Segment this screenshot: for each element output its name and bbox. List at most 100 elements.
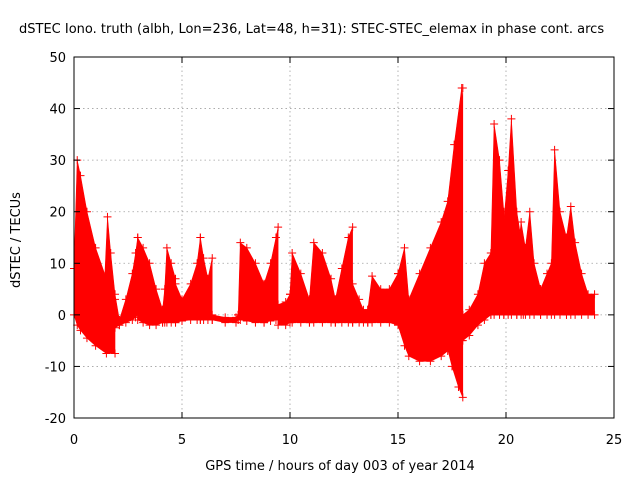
data-point xyxy=(242,243,251,252)
data-point xyxy=(465,305,474,314)
data-point xyxy=(400,243,409,252)
data-point xyxy=(236,316,245,325)
data-point xyxy=(363,305,372,314)
data-point xyxy=(525,207,534,216)
data-point xyxy=(376,318,385,327)
data-point xyxy=(305,295,314,304)
data-point xyxy=(556,207,564,216)
data-point xyxy=(251,318,260,327)
data-point xyxy=(385,318,394,327)
data-point xyxy=(82,334,91,343)
data-point xyxy=(448,362,456,371)
data-point xyxy=(76,171,85,180)
data-point xyxy=(415,269,424,278)
data-point xyxy=(318,318,327,327)
data-point xyxy=(309,238,318,247)
data-point xyxy=(91,341,100,350)
data-point xyxy=(145,259,154,268)
data-point xyxy=(288,318,297,327)
data-point xyxy=(296,318,305,327)
data-point xyxy=(236,238,245,247)
data-point xyxy=(152,321,161,330)
dstec-arc xyxy=(103,216,120,331)
data-point xyxy=(394,269,402,278)
data-point xyxy=(251,259,260,268)
data-point xyxy=(266,259,275,268)
data-point xyxy=(355,295,364,304)
dstec-arc xyxy=(490,123,505,316)
data-point xyxy=(274,223,283,232)
data-point xyxy=(111,349,120,358)
chart-title: dSTEC Iono. truth (albh, Lon=236, Lat=48… xyxy=(19,22,604,37)
data-point xyxy=(404,295,413,304)
data-point xyxy=(162,243,171,252)
data-point xyxy=(512,207,521,216)
dstec-arc xyxy=(137,237,163,326)
data-point xyxy=(415,357,424,366)
data-point xyxy=(368,318,377,327)
data-point xyxy=(458,393,467,402)
data-point xyxy=(424,321,433,330)
data-point xyxy=(82,207,91,216)
y-tick-label: 0 xyxy=(58,309,66,324)
data-point xyxy=(426,243,435,252)
data-point xyxy=(133,233,142,242)
data-point xyxy=(473,290,482,299)
data-point xyxy=(454,383,463,392)
data-point xyxy=(495,156,504,165)
data-point xyxy=(133,316,142,325)
data-point xyxy=(571,238,580,247)
data-point xyxy=(128,269,137,278)
data-point xyxy=(203,274,212,283)
data-point xyxy=(454,156,463,165)
data-point xyxy=(260,279,269,288)
x-axis-label: GPS time / hours of day 003 of year 2014 xyxy=(205,459,475,474)
axes: 0 5 10 15 20 25 -20 -10 0 10 20 30 40 50 xyxy=(45,51,623,448)
data-point xyxy=(499,218,508,227)
data-point xyxy=(152,285,161,294)
data-point xyxy=(404,352,413,361)
data-point xyxy=(530,259,539,268)
data-point xyxy=(517,218,526,227)
data-point xyxy=(473,321,482,330)
data-point xyxy=(424,285,433,294)
data-point xyxy=(91,243,100,252)
data-point xyxy=(167,259,176,268)
data-point xyxy=(286,290,294,299)
data-point xyxy=(171,279,180,288)
x-tick-label: 0 xyxy=(70,433,78,448)
data-point xyxy=(550,145,559,154)
data-point xyxy=(437,218,446,227)
data-point xyxy=(208,254,217,263)
dstec-arc xyxy=(237,242,265,323)
data-point xyxy=(536,285,545,294)
data-point xyxy=(260,318,269,327)
data-point xyxy=(437,352,446,361)
x-tick-label: 20 xyxy=(498,433,515,448)
data-point xyxy=(111,290,120,299)
data-point xyxy=(507,114,516,123)
data-point xyxy=(196,233,205,242)
data-point xyxy=(288,248,297,257)
data-point xyxy=(199,254,208,263)
data-point xyxy=(327,274,336,283)
data-point xyxy=(106,326,115,335)
dstec-arc xyxy=(352,283,369,323)
dstec-arc xyxy=(119,237,138,326)
dstec-arc xyxy=(263,226,279,323)
y-tick-label: -20 xyxy=(45,412,66,427)
data-point xyxy=(376,285,385,294)
data-point xyxy=(512,259,521,268)
data-point xyxy=(400,341,409,350)
data-point xyxy=(331,295,340,304)
data-point xyxy=(441,223,450,232)
data-point xyxy=(281,297,290,306)
data-point xyxy=(103,212,112,221)
data-point xyxy=(368,272,377,281)
data-point xyxy=(221,318,230,327)
data-point xyxy=(458,336,467,345)
data-point xyxy=(242,317,251,326)
data-point xyxy=(178,295,186,304)
dstec-arc xyxy=(462,252,492,341)
